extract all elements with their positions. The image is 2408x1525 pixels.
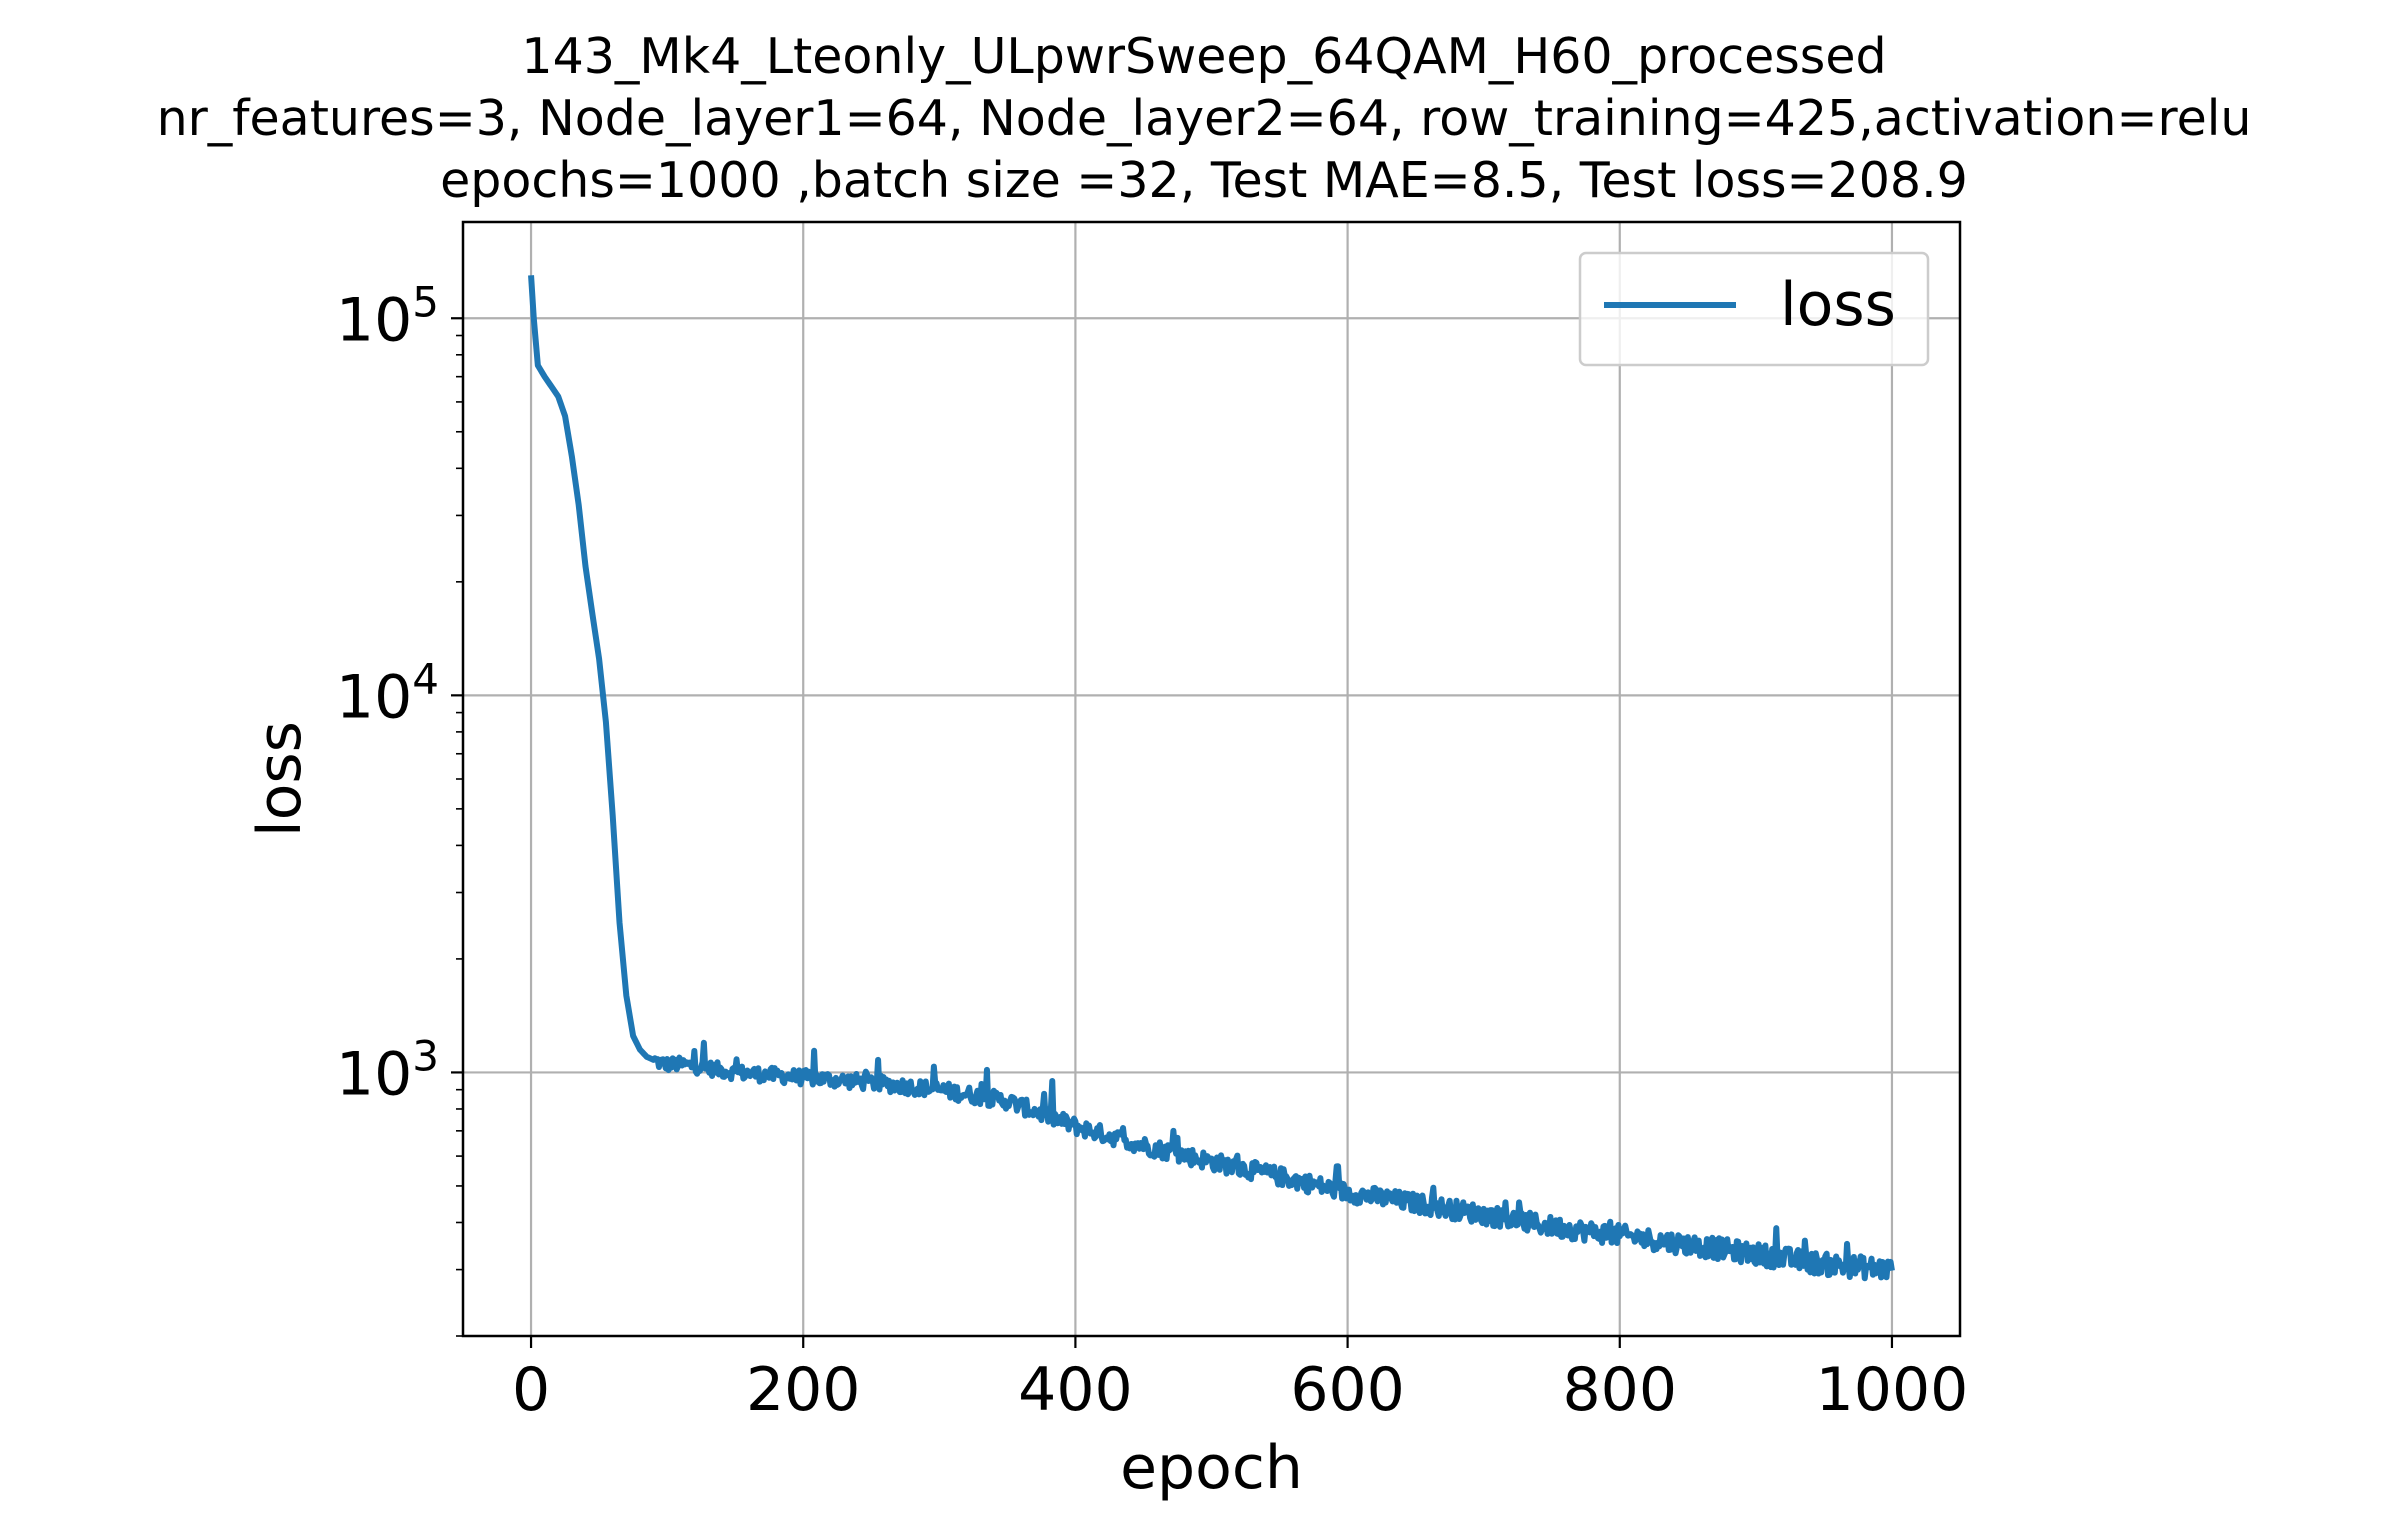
chart-title-line-3: epochs=1000 ,batch size =32, Test MAE=8.… [440, 152, 1968, 209]
plot-frame [461, 220, 1962, 1338]
x-tick-label: 200 [746, 1355, 861, 1425]
y-tick-label: 105 [336, 277, 439, 355]
series-line-loss [528, 275, 1895, 1282]
legend-label-loss: loss [1780, 270, 1896, 340]
x-tick-label: 800 [1563, 1355, 1678, 1425]
x-tick-label: 1000 [1816, 1355, 1969, 1425]
x-tick-label: 600 [1290, 1355, 1405, 1425]
y-axis-label: loss [245, 721, 315, 837]
y-tick-label: 104 [336, 654, 439, 732]
x-axis-label: epoch [1120, 1433, 1303, 1503]
y-tick-label: 103 [336, 1031, 439, 1109]
grid [463, 222, 1960, 1336]
x-tick-label: 0 [512, 1355, 550, 1425]
axis-ticks: 0 200 400 600 800 1000 103 104 105 [336, 277, 1968, 1425]
x-tick-label: 400 [1018, 1355, 1133, 1425]
legend: loss [1578, 251, 1930, 367]
legend-box [1578, 251, 1930, 367]
chart-title-line-1: 143_Mk4_Lteonly_ULpwrSweep_64QAM_H60_pro… [521, 28, 1887, 85]
chart-title-line-2: nr_features=3, Node_layer1=64, Node_laye… [156, 90, 2252, 147]
